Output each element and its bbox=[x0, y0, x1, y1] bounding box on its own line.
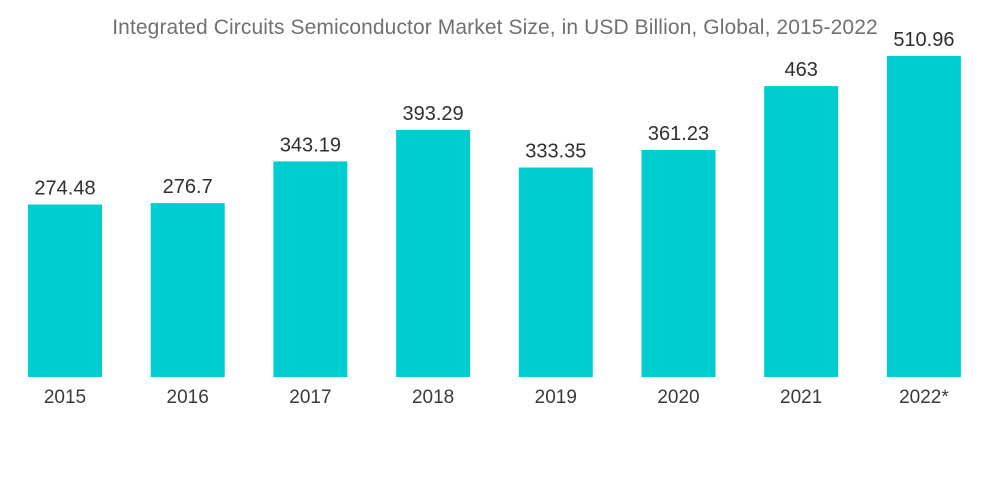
x-axis-ticks: 2015 2016 2017 2018 2019 2020 2021 2022* bbox=[44, 387, 949, 408]
value-label-2017: 343.19 bbox=[280, 134, 341, 156]
bar-2022* bbox=[886, 55, 961, 378]
bar-2016 bbox=[150, 203, 225, 377]
value-label-2020: 361.23 bbox=[648, 123, 709, 145]
bar-2015 bbox=[28, 204, 102, 377]
value-labels-group: 274.48 276.7 343.19 393.29 333.35 361.23 463 51… bbox=[34, 29, 954, 200]
value-label-2018: 393.29 bbox=[403, 103, 464, 125]
chart-title: Integrated Circuits Semiconductor Market… bbox=[112, 16, 878, 39]
x-tick-label-2017: 2017 bbox=[289, 387, 331, 408]
bar-2018 bbox=[396, 129, 471, 377]
value-label-2015: 274.48 bbox=[34, 178, 95, 200]
x-tick-label-2019: 2019 bbox=[535, 387, 577, 408]
x-tick-label-2018: 2018 bbox=[412, 387, 454, 408]
value-label-2022*: 510.96 bbox=[893, 29, 954, 51]
bar-2019 bbox=[518, 167, 593, 377]
bar-2020 bbox=[641, 150, 716, 377]
x-tick-label-2022*: 2022* bbox=[899, 387, 949, 408]
x-tick-label-2020: 2020 bbox=[657, 387, 699, 408]
bar-2021 bbox=[764, 86, 839, 377]
bars-group bbox=[28, 55, 961, 378]
value-label-2021: 463 bbox=[785, 59, 818, 81]
x-tick-label-2015: 2015 bbox=[44, 387, 86, 408]
x-tick-label-2021: 2021 bbox=[780, 387, 822, 408]
x-tick-label-2016: 2016 bbox=[167, 387, 209, 408]
value-label-2016: 276.7 bbox=[163, 176, 213, 198]
bar-2017 bbox=[273, 161, 348, 377]
value-label-2019: 333.35 bbox=[525, 141, 586, 163]
